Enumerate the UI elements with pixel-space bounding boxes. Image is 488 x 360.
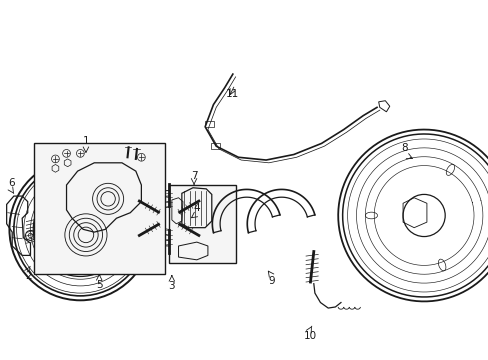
Text: 7: 7 <box>190 171 197 181</box>
Text: 2: 2 <box>25 271 32 281</box>
Bar <box>210 143 219 149</box>
Text: 3: 3 <box>168 281 175 291</box>
Text: 1: 1 <box>82 136 89 146</box>
Text: 11: 11 <box>226 89 239 99</box>
Bar <box>169 185 235 262</box>
Text: 9: 9 <box>268 276 274 287</box>
Bar <box>34 143 164 274</box>
Text: 5: 5 <box>96 280 102 291</box>
Text: 8: 8 <box>401 143 407 153</box>
Text: 4: 4 <box>193 203 200 213</box>
Text: 10: 10 <box>304 331 316 341</box>
Bar <box>205 121 214 127</box>
Text: 6: 6 <box>8 178 14 188</box>
